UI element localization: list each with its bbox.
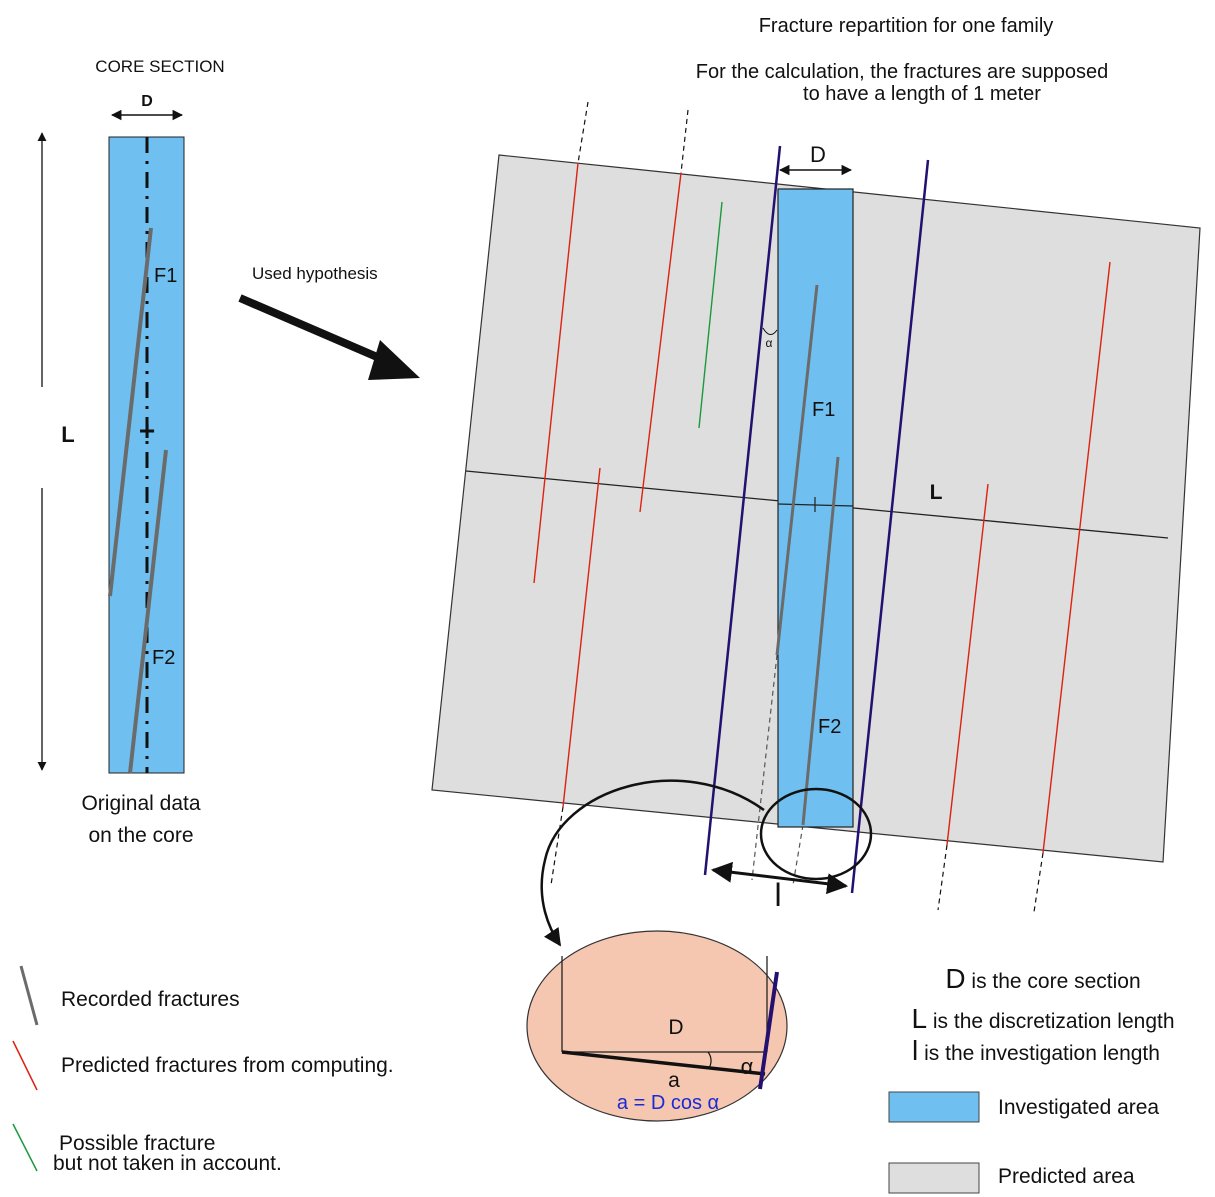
predicted-area-label: Predicted area	[998, 1165, 1135, 1188]
definition-small-l: l is the investigation length	[912, 1035, 1160, 1066]
fracture-extension	[751, 654, 778, 881]
core-section-panel: CORE SECTION D L F1 F2 + Original data o…	[37, 57, 225, 847]
model-fracture-f1	[775, 284, 819, 656]
definition-l: L is the discretization length	[911, 1003, 1174, 1034]
legend-possible-line1: Possible fracture	[59, 1132, 215, 1155]
core-section-title: CORE SECTION	[95, 57, 224, 76]
core-fracture-f2-label: F2	[152, 647, 175, 669]
fracture-extension	[792, 824, 804, 886]
legend-possible-line2: but not taken in account.	[53, 1152, 282, 1175]
hypothesis-label: Used hypothesis	[252, 264, 378, 283]
model-panel: F1 F2 D α L l	[431, 101, 1201, 947]
predicted-fracture	[533, 162, 579, 584]
legend-possible-swatch	[12, 1123, 38, 1172]
zoom-adjacent-label: a	[668, 1069, 680, 1092]
core-length-label: L	[61, 422, 74, 447]
model-fracture-f1-label: F1	[812, 399, 835, 421]
legend-predicted-swatch	[12, 1040, 38, 1091]
fracture-extension	[937, 844, 948, 911]
legend-recorded-swatch	[19, 965, 39, 1026]
definitions-legend: D is the core section L is the discretiz…	[888, 963, 1175, 1194]
core-fracture-f1-label: F1	[154, 265, 177, 287]
investigation-boundary	[850, 159, 930, 894]
core-caption-line2: on the core	[88, 824, 193, 847]
legend-predicted-label: Predicted fractures from computing.	[61, 1054, 394, 1077]
fracture-extension	[577, 101, 589, 164]
predicted-fracture	[946, 483, 989, 846]
investigation-boundary	[703, 145, 782, 876]
core-center-marker: +	[139, 415, 155, 446]
definition-l-text: is the discretization length	[933, 1010, 1175, 1033]
fracture-legend: Recorded fractures Predicted fractures f…	[12, 965, 394, 1175]
core-diameter-label: D	[141, 93, 153, 110]
possible-fracture	[698, 201, 723, 429]
model-length-label: L	[930, 481, 943, 504]
investigation-length-arrow	[710, 861, 849, 895]
model-fracture-f2-label: F2	[818, 716, 841, 738]
model-diameter-label: D	[810, 142, 826, 167]
zoom-fracture-line	[758, 971, 779, 1090]
legend-recorded-label: Recorded fractures	[61, 988, 240, 1011]
definition-d: D is the core section	[945, 963, 1140, 994]
model-angle-label: α	[766, 336, 773, 350]
definition-l-symbol: L	[911, 1003, 927, 1034]
definition-small-l-text: is the investigation length	[924, 1042, 1160, 1065]
investigated-area-swatch	[888, 1091, 980, 1123]
investigated-area-label: Investigated area	[998, 1096, 1159, 1119]
definition-small-l-symbol: l	[912, 1035, 918, 1066]
zoom-detail: D α a a = D cos α	[526, 930, 788, 1122]
fracture-extension	[1033, 852, 1044, 913]
title-line1: Fracture repartition for one family	[759, 15, 1054, 37]
core-fracture-f2	[128, 449, 168, 774]
zoom-diameter-label: D	[668, 1016, 683, 1039]
hypothesis-arrow	[238, 294, 420, 380]
zoom-angle-label: α	[741, 1054, 754, 1079]
definition-d-text: is the core section	[971, 970, 1140, 993]
title-line3: to have a length of 1 meter	[803, 83, 1041, 105]
predicted-fracture	[639, 172, 682, 513]
zoom-curved-arrow	[540, 779, 765, 947]
title-line2: For the calculation, the fractures are s…	[696, 61, 1108, 83]
fracture-extension	[550, 806, 564, 886]
model-angle-arc	[762, 327, 778, 335]
predicted-fracture	[562, 467, 601, 808]
core-caption-line1: Original data	[81, 792, 200, 815]
predicted-fracture	[1042, 261, 1111, 854]
zoom-ellipse	[526, 930, 788, 1122]
zoom-formula: a = D cos α	[617, 1092, 719, 1114]
zoom-angle-arc	[707, 1051, 712, 1069]
zoom-adjacent-line	[561, 1050, 766, 1076]
fracture-extension	[680, 109, 689, 174]
definition-d-symbol: D	[945, 963, 965, 994]
predicted-area-swatch	[888, 1162, 980, 1194]
model-fracture-f2	[801, 456, 840, 826]
zoom-callout-circle	[759, 787, 873, 881]
core-fracture-f1	[108, 227, 153, 597]
investigation-length-label: l	[774, 877, 781, 913]
